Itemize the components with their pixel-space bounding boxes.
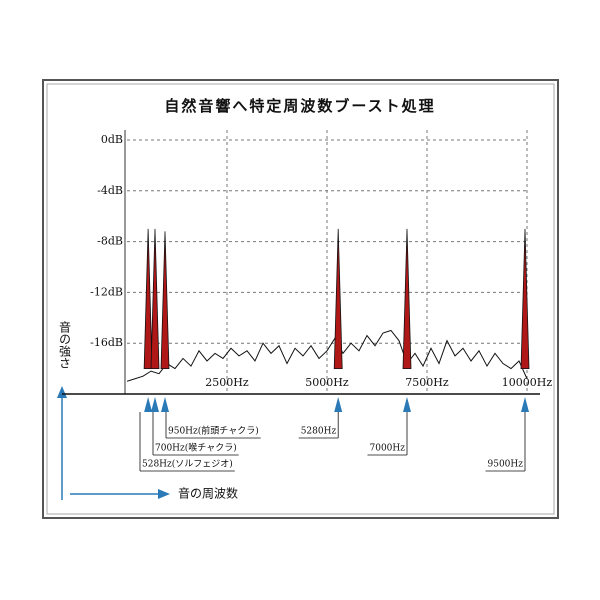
x-axis-label: 音の周波数 bbox=[178, 486, 238, 501]
y-tick-label: -12dB bbox=[90, 285, 123, 298]
x-tick-label: 10000Hz bbox=[502, 376, 553, 389]
spectrum-line bbox=[126, 329, 528, 382]
y-tick-label: -4dB bbox=[97, 184, 123, 197]
x-tick-label: 2500Hz bbox=[205, 376, 249, 389]
peak bbox=[520, 228, 530, 370]
y-arrow-head bbox=[57, 386, 67, 398]
peak bbox=[143, 228, 153, 370]
inner-frame bbox=[46, 83, 555, 515]
annotation-label: 9500Hz bbox=[488, 460, 524, 470]
chart-title: 自然音響へ特定周波数ブースト処理 bbox=[164, 97, 435, 115]
x-tick-label: 7500Hz bbox=[405, 376, 449, 389]
annotation-label: 950Hz(前頭チャクラ) bbox=[168, 425, 259, 437]
peak-marker bbox=[161, 397, 169, 412]
peak bbox=[333, 228, 343, 370]
peak-marker bbox=[334, 397, 343, 412]
peak bbox=[160, 231, 170, 370]
y-tick-label: -16dB bbox=[90, 336, 123, 349]
annotation-label: 528Hz(ソルフェジオ) bbox=[142, 459, 233, 470]
peak-marker bbox=[403, 397, 411, 412]
annotation-label: 700Hz(喉チャクラ) bbox=[155, 442, 237, 454]
x-arrow-head bbox=[158, 489, 170, 499]
peak bbox=[150, 228, 160, 370]
y-tick-label: -8dB bbox=[97, 235, 123, 248]
annotation-label: 7000Hz bbox=[370, 444, 406, 454]
peak-marker bbox=[521, 397, 529, 412]
y-tick-label: 0dB bbox=[101, 133, 123, 146]
frame bbox=[42, 79, 559, 519]
peak-marker bbox=[151, 397, 159, 412]
y-axis-label: 音の強さ bbox=[58, 320, 72, 369]
x-tick-label: 5000Hz bbox=[305, 376, 349, 389]
annotation-label: 5280Hz bbox=[301, 427, 337, 437]
peak-marker bbox=[144, 397, 153, 412]
peak bbox=[402, 228, 412, 370]
